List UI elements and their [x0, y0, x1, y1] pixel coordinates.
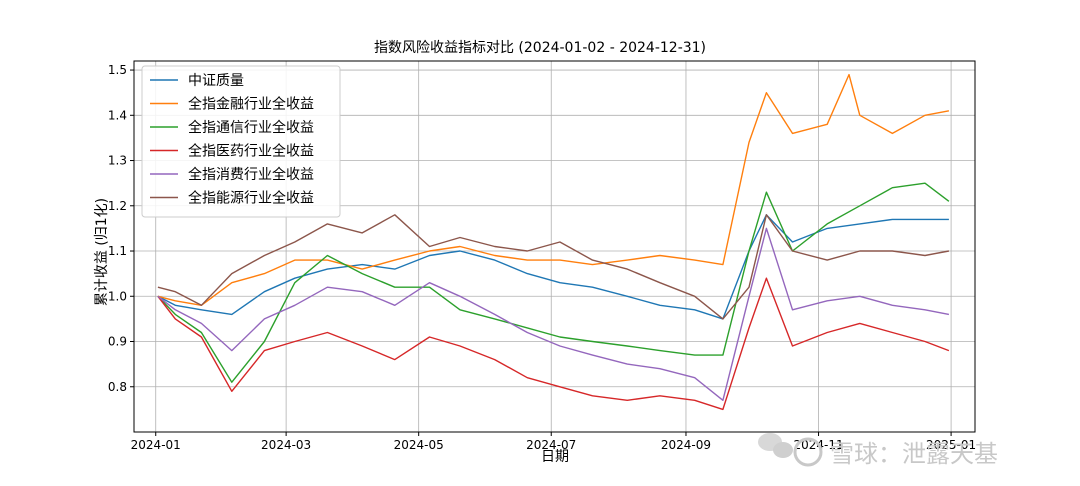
legend-label: 全指医药行业全收益 [188, 143, 314, 160]
legend-box [141, 65, 341, 218]
legend-label: 中证质量 [188, 73, 244, 89]
snowball-icon [793, 437, 823, 467]
series-line-2 [157, 73, 950, 306]
legend-label: 全指能源行业全收益 [188, 190, 314, 207]
legend-label: 全指金融行业全收益 [188, 96, 314, 113]
x-tick-label: 2024-07 [526, 438, 576, 452]
plot-frame [133, 60, 976, 433]
y-tick-label: 0.9 [108, 335, 127, 349]
y-tick-label: 1.2 [108, 199, 127, 213]
series-line-3 [157, 182, 950, 383]
grid-lines [134, 61, 975, 432]
x-tick-label: 2024-05 [394, 438, 444, 452]
series-line-5 [157, 227, 950, 401]
x-axis-ticks: 2024-01 2024-03 2024-05 2024-07 2024-09 2024-… [131, 432, 976, 452]
y-tick-label: 1.0 [108, 289, 127, 303]
series-line-6 [157, 214, 950, 320]
y-tick-label: 1.3 [108, 154, 127, 168]
legend-label: 全指消费行业全收益 [188, 166, 314, 183]
chat-bubble-icon [758, 433, 793, 458]
legend: 中证质量全指金融行业全收益全指通信行业全收益全指医药行业全收益全指消费行业全收益… [141, 65, 341, 218]
y-tick-label: 1.5 [108, 63, 127, 77]
watermark-text: 雪球：泄露天基 [830, 440, 998, 468]
y-axis-ticks: 0.8 0.9 1.0 1.1 1.2 1.3 1.4 1.5 [108, 63, 134, 394]
series-line-4 [157, 277, 950, 411]
chart-title: 指数风险收益指标对比 (2024-01-02 - 2024-12-31) [374, 40, 706, 56]
y-tick-label: 0.8 [108, 380, 127, 394]
series-lines [157, 73, 950, 411]
y-tick-label: 1.4 [108, 108, 127, 122]
watermark: 雪球：泄露天基 [758, 433, 998, 468]
x-tick-label: 2025-01 [926, 438, 976, 452]
x-axis-title: 日期 [541, 449, 569, 465]
legend-label: 全指通信行业全收益 [188, 119, 314, 136]
x-tick-label: 2024-09 [661, 438, 711, 452]
x-tick-label: 2024-03 [261, 438, 311, 452]
y-tick-label: 1.1 [108, 244, 127, 258]
y-axis-title: 累计收益 (归1化) [93, 198, 110, 306]
x-tick-label: 2024-01 [131, 438, 181, 452]
